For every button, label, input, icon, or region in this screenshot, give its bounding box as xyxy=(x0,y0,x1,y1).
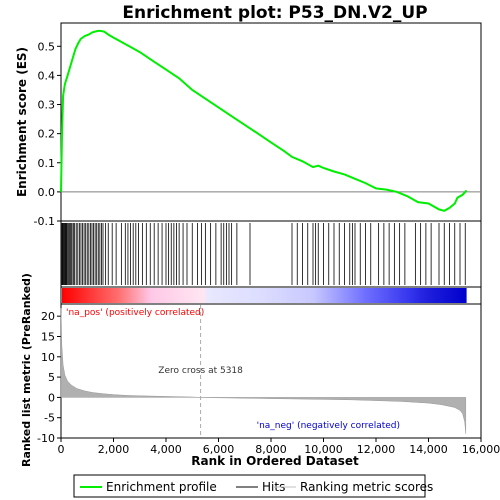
metric-y-tick-label: -5 xyxy=(44,412,55,425)
es-y-axis: -0.1 0.0 0.1 0.2 0.3 0.4 0.5 xyxy=(34,40,61,228)
positive-label: 'na_pos' (positively correlated) xyxy=(66,308,204,318)
metric-panel xyxy=(60,303,482,439)
enrichment-profile-line xyxy=(60,29,468,212)
x-tick-label: 14,000 xyxy=(409,443,448,456)
hits-panel xyxy=(60,220,482,288)
x-axis-label: Rank in Ordered Dataset xyxy=(191,454,359,468)
es-panel xyxy=(60,22,482,222)
metric-y-tick-label: 10 xyxy=(41,351,55,364)
es-y-tick-label: -0.1 xyxy=(34,215,55,228)
x-tick-label: 6,000 xyxy=(203,443,235,456)
legend xyxy=(73,474,426,498)
metric-y-tick-label: 5 xyxy=(48,371,55,384)
legend-enrichment-label: Enrichment profile xyxy=(106,480,217,494)
zero-cross-label: Zero cross at 5318 xyxy=(158,366,243,376)
x-tick-label: 10,000 xyxy=(304,443,343,456)
es-y-tick-label: 0.1 xyxy=(38,157,56,170)
metric-y-axis: -10 -5 0 5 10 15 20 xyxy=(37,310,61,445)
metric-y-tick-label: 15 xyxy=(41,330,55,343)
x-tick-label: 8,000 xyxy=(255,443,287,456)
x-tick-label: 0 xyxy=(58,443,65,456)
metric-y-label: Ranked list metric (PreRanked) xyxy=(20,273,33,467)
metric-y-tick-label: -10 xyxy=(37,432,55,445)
es-y-tick-label: 0.5 xyxy=(38,40,56,53)
legend-hits-label: Hits xyxy=(262,480,285,494)
es-y-tick-label: 0.4 xyxy=(38,69,56,82)
x-tick-label: 16,000 xyxy=(462,443,500,456)
es-y-tick-label: 0.2 xyxy=(38,128,56,141)
x-tick-label: 12,000 xyxy=(357,443,396,456)
hits-marks xyxy=(60,223,466,285)
x-tick-label: 4,000 xyxy=(150,443,182,456)
negative-label: 'na_neg' (negatively correlated) xyxy=(257,421,400,431)
rank-colorbar xyxy=(62,288,467,303)
legend-metric-label: Ranking metric scores xyxy=(300,480,433,494)
es-y-tick-label: 0.3 xyxy=(38,99,56,112)
es-y-label: Enrichment score (ES) xyxy=(15,47,29,197)
metric-y-tick-label: 20 xyxy=(41,310,55,323)
x-axis: 0 2,000 4,000 6,000 8,000 10,000 12,000 14,000 1… xyxy=(58,438,500,456)
metric-y-tick-label: 0 xyxy=(48,391,55,404)
es-y-tick-label: 0.0 xyxy=(38,186,56,199)
x-tick-label: 2,000 xyxy=(98,443,130,456)
chart-title: Enrichment plot: P53_DN.V2_UP xyxy=(122,3,427,23)
ranking-metric-area xyxy=(60,308,467,434)
